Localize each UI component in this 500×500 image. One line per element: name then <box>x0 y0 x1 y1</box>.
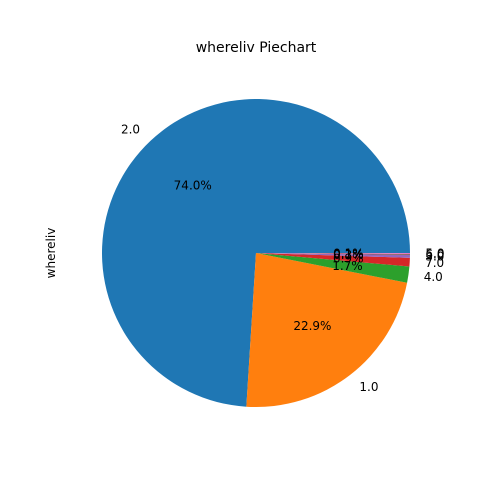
slice-category-label: 5.0 <box>425 247 444 261</box>
pie-labels: 2.0 74.0% 1.0 22.9% 4.0 1.7% 7.0 0.9% 3.0 0.3% 6.0… <box>121 123 445 395</box>
pie-slice-6-0 <box>256 253 410 255</box>
pie-slice-2-0 <box>101 99 411 407</box>
chart-title: whereliv Piechart <box>196 40 317 56</box>
slice-category-label: 7.0 <box>425 256 444 270</box>
slice-percent-label: 0.1% <box>333 247 364 261</box>
slice-percent-label: 1.7% <box>332 259 363 273</box>
slice-category-label: 3.0 <box>425 250 444 264</box>
slice-category-label: 1.0 <box>359 380 378 394</box>
pie-slice-4-0 <box>256 253 410 283</box>
slice-percent-label: 74.0% <box>174 179 212 193</box>
slice-percent-label: 0.1% <box>333 246 364 260</box>
pie-slice-5-0 <box>256 253 411 254</box>
slice-category-label: 4.0 <box>424 270 443 284</box>
slice-category-label: 6.0 <box>425 248 444 262</box>
pie-slice-1-0 <box>246 253 408 407</box>
slice-percent-label: 0.3% <box>333 248 364 262</box>
slice-category-label: 2.0 <box>121 123 140 137</box>
slice-percent-label: 0.9% <box>333 252 364 266</box>
pie-slice-7-0 <box>256 253 410 267</box>
y-axis-label: whereliv <box>44 228 58 279</box>
slice-percent-label: 22.9% <box>293 319 331 333</box>
pie-slices <box>101 99 411 407</box>
pie-slice-3-0 <box>256 253 410 258</box>
